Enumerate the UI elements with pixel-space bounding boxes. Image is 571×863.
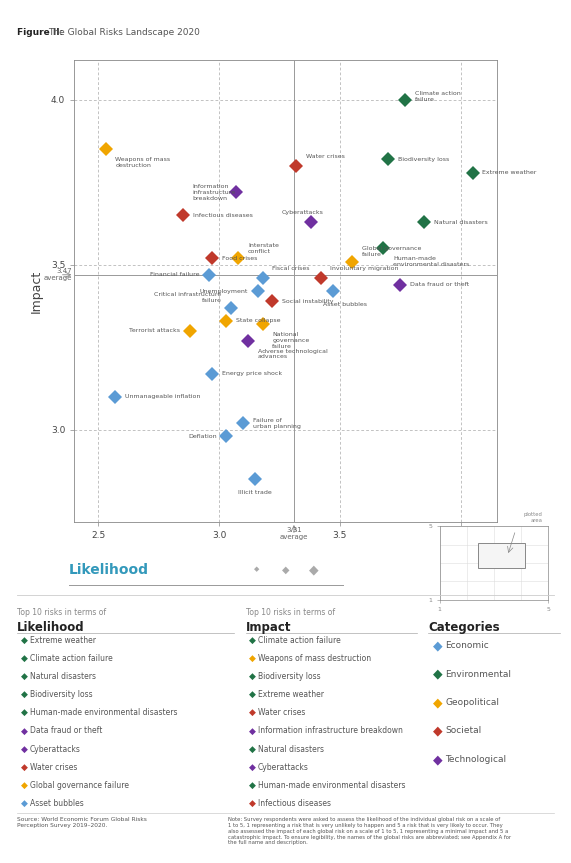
Text: Human-made
environmental disasters: Human-made environmental disasters: [393, 256, 469, 267]
Text: ◆: ◆: [249, 709, 256, 717]
Text: Water crises: Water crises: [30, 763, 77, 772]
Text: Natural disasters: Natural disasters: [30, 672, 96, 681]
Text: ◆: ◆: [254, 567, 260, 572]
Text: Energy price shock: Energy price shock: [222, 371, 282, 376]
Text: Infectious diseases: Infectious diseases: [258, 799, 331, 808]
Text: 3.47
average: 3.47 average: [43, 268, 72, 281]
Text: Technological: Technological: [445, 755, 506, 764]
Text: Water crises: Water crises: [258, 709, 305, 717]
Text: Human-made environmental disasters: Human-made environmental disasters: [30, 709, 177, 717]
Text: Financial failure: Financial failure: [150, 272, 200, 277]
Text: Likelihood: Likelihood: [69, 563, 148, 576]
Text: ◆: ◆: [249, 763, 256, 772]
Text: Data fraud or theft: Data fraud or theft: [410, 282, 469, 287]
Text: ◆: ◆: [21, 799, 27, 808]
Text: ◆: ◆: [249, 799, 256, 808]
Text: ◆: ◆: [21, 781, 27, 790]
Text: Source: World Economic Forum Global Risks
Perception Survey 2019–2020.: Source: World Economic Forum Global Risk…: [17, 817, 147, 828]
Text: Cyberattacks: Cyberattacks: [282, 210, 324, 215]
Text: Biodiversity loss: Biodiversity loss: [258, 672, 321, 681]
Text: ◆: ◆: [249, 672, 256, 681]
Text: Unemployment: Unemployment: [200, 289, 248, 293]
Text: ◆: ◆: [433, 639, 442, 652]
Text: Food crises: Food crises: [222, 255, 257, 261]
Text: ◆: ◆: [249, 781, 256, 790]
Text: Deflation: Deflation: [188, 434, 216, 439]
Text: Human-made environmental disasters: Human-made environmental disasters: [258, 781, 405, 790]
Text: Extreme weather: Extreme weather: [30, 636, 96, 645]
Text: National
governance
failure: National governance failure: [272, 332, 309, 349]
Text: ◆: ◆: [309, 563, 319, 576]
Text: Top 10 risks in terms of: Top 10 risks in terms of: [246, 608, 335, 617]
Text: ◆: ◆: [433, 667, 442, 681]
Text: Natural disasters: Natural disasters: [258, 745, 324, 753]
Text: Asset bubbles: Asset bubbles: [30, 799, 83, 808]
Text: ◆: ◆: [433, 696, 442, 709]
Text: Interstate
conflict: Interstate conflict: [248, 243, 279, 254]
Text: Information infrastructure breakdown: Information infrastructure breakdown: [258, 727, 403, 735]
Y-axis label: Impact: Impact: [30, 269, 42, 313]
Text: Top 10 risks in terms of: Top 10 risks in terms of: [17, 608, 106, 617]
Text: ◆: ◆: [21, 672, 27, 681]
Text: Weapons of mass destruction: Weapons of mass destruction: [258, 654, 371, 663]
Text: ◆: ◆: [21, 727, 27, 735]
Text: ◆: ◆: [21, 745, 27, 753]
Text: Water crises: Water crises: [306, 154, 345, 159]
Text: ◆: ◆: [249, 654, 256, 663]
Text: Adverse technological
advances: Adverse technological advances: [258, 349, 328, 359]
Text: ◆: ◆: [249, 690, 256, 699]
Text: Weapons of mass
destruction: Weapons of mass destruction: [115, 157, 170, 168]
Text: ◆: ◆: [21, 636, 27, 645]
Text: ◆: ◆: [433, 753, 442, 766]
Text: Climate action failure: Climate action failure: [258, 636, 341, 645]
Text: 3.31
average: 3.31 average: [280, 527, 308, 540]
Text: Extreme weather: Extreme weather: [482, 170, 537, 175]
Text: Biodiversity loss: Biodiversity loss: [398, 157, 449, 162]
Text: Climate action
failure: Climate action failure: [415, 91, 460, 102]
Text: Likelihood: Likelihood: [17, 621, 85, 634]
Text: Cyberattacks: Cyberattacks: [30, 745, 81, 753]
Text: Global governance failure: Global governance failure: [30, 781, 128, 790]
Text: Note: Survey respondents were asked to assess the likelihood of the individual g: Note: Survey respondents were asked to a…: [228, 817, 512, 846]
Text: Asset bubbles: Asset bubbles: [323, 302, 367, 307]
Text: Fiscal crises: Fiscal crises: [272, 266, 309, 271]
Bar: [477, 543, 525, 568]
Text: ◆: ◆: [249, 745, 256, 753]
Text: ◆: ◆: [282, 564, 289, 575]
Text: Infectious diseases: Infectious diseases: [192, 213, 252, 218]
Text: Climate action failure: Climate action failure: [30, 654, 112, 663]
Text: Social instability: Social instability: [282, 299, 333, 304]
Text: Critical infrastructure
failure: Critical infrastructure failure: [154, 293, 222, 303]
Text: ◆: ◆: [21, 709, 27, 717]
Text: Societal: Societal: [445, 727, 481, 735]
Text: Categories: Categories: [428, 621, 500, 634]
Text: Economic: Economic: [445, 641, 489, 650]
Text: ◆: ◆: [249, 727, 256, 735]
Text: Extreme weather: Extreme weather: [258, 690, 324, 699]
Text: Global governance
failure: Global governance failure: [361, 246, 421, 257]
Text: Natural disasters: Natural disasters: [434, 219, 488, 224]
Text: plotted
area: plotted area: [524, 512, 542, 523]
Text: Terrorist attacks: Terrorist attacks: [130, 328, 180, 333]
Text: ◆: ◆: [21, 763, 27, 772]
Text: ◆: ◆: [21, 690, 27, 699]
Text: Geopolitical: Geopolitical: [445, 698, 500, 707]
Text: ◆: ◆: [21, 654, 27, 663]
Text: The Global Risks Landscape 2020: The Global Risks Landscape 2020: [49, 28, 200, 37]
Text: Figure II:: Figure II:: [17, 28, 63, 37]
Text: State collapse: State collapse: [236, 318, 280, 324]
Text: Failure of
urban planning: Failure of urban planning: [253, 418, 301, 429]
Text: Information
infrastructure
breakdown: Information infrastructure breakdown: [192, 184, 236, 200]
Text: ◆: ◆: [249, 636, 256, 645]
Text: Illicit trade: Illicit trade: [239, 490, 272, 495]
Text: Environmental: Environmental: [445, 670, 512, 678]
Text: Cyberattacks: Cyberattacks: [258, 763, 309, 772]
Text: Involuntary migration: Involuntary migration: [330, 266, 399, 271]
Text: ◆: ◆: [433, 724, 442, 738]
Text: Data fraud or theft: Data fraud or theft: [30, 727, 102, 735]
Text: Unmanageable inflation: Unmanageable inflation: [125, 394, 200, 400]
Text: Biodiversity loss: Biodiversity loss: [30, 690, 93, 699]
Text: Impact: Impact: [246, 621, 291, 634]
